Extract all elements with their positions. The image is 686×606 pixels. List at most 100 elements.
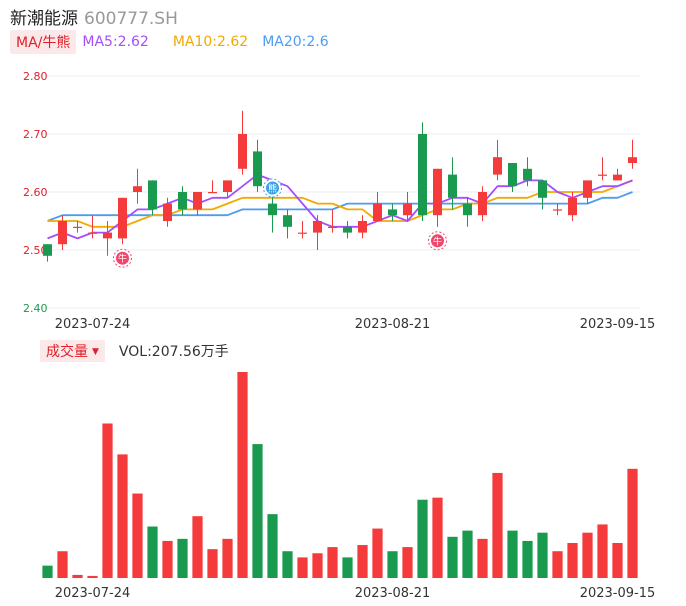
volume-bar: [357, 545, 368, 578]
volume-bar: [597, 524, 608, 578]
candle-body: [373, 203, 382, 221]
y-tick-label: 2.60: [23, 186, 48, 199]
volume-bar: [177, 538, 188, 578]
candle-body: [298, 232, 307, 234]
volume-bar: [462, 530, 473, 578]
candle-body: [178, 192, 187, 210]
volume-bar: [342, 557, 353, 578]
volume-bar: [57, 551, 68, 578]
candle-body: [598, 174, 607, 176]
candle-body: [253, 151, 262, 187]
marker-label: 熊: [268, 183, 277, 195]
volume-bar: [72, 574, 83, 578]
volume-bar: [327, 547, 338, 578]
volume-bar: [162, 540, 173, 578]
candle-body: [43, 244, 52, 256]
volume-bar: [582, 532, 593, 578]
volume-bar: [192, 516, 203, 578]
candle-body: [418, 134, 427, 216]
ma5-line: [47, 173, 633, 240]
candle-body: [463, 203, 472, 216]
candle-body: [508, 163, 517, 187]
candle-body: [73, 226, 82, 228]
candle-body: [118, 197, 127, 239]
ma-toggle-button[interactable]: MA/牛熊: [10, 30, 77, 54]
volume-bar: [207, 549, 218, 578]
candle-body: [538, 180, 547, 198]
x-tick-label: 2023-09-15: [580, 586, 656, 601]
ma5-label: MA5:2.62: [82, 34, 149, 50]
volume-value: VOL:207.56万手: [118, 344, 229, 360]
volume-bar: [267, 514, 278, 578]
y-tick-label: 2.80: [23, 70, 48, 83]
candle-body: [133, 186, 142, 192]
volume-bar: [237, 372, 248, 578]
marker-label: 牛: [118, 253, 127, 265]
candle-body: [88, 232, 97, 234]
volume-bar: [432, 497, 443, 578]
marker-label: 牛: [433, 235, 442, 247]
ma20-label: MA20:2.6: [262, 34, 329, 50]
volume-bar: [417, 499, 428, 578]
volume-legend: 成交量 ▼ VOL:207.56万手: [40, 340, 229, 362]
volume-bar: [87, 575, 98, 578]
stock-header: 新潮能源 600777.SH: [10, 4, 178, 29]
x-tick-label: 2023-08-21: [355, 317, 431, 332]
volume-bar: [222, 538, 233, 578]
volume-bar: [477, 538, 488, 578]
candle-body: [553, 209, 562, 211]
volume-bar: [552, 551, 563, 578]
candle-body: [193, 192, 202, 210]
candle-body: [358, 221, 367, 233]
candle-body: [268, 203, 277, 216]
bull-marker-icon: [116, 251, 129, 265]
volume-bar: [387, 551, 398, 578]
candle-body: [103, 232, 112, 239]
volume-bar: [297, 557, 308, 578]
x-tick-label: 2023-07-24: [55, 317, 131, 332]
candle-body: [613, 174, 622, 181]
candle-body: [148, 180, 157, 210]
bear-marker-icon: [266, 181, 279, 195]
y-tick-label: 2.40: [23, 302, 48, 315]
candle-body: [583, 180, 592, 198]
stock-name: 新潮能源: [10, 9, 78, 29]
volume-bar: [402, 547, 413, 578]
caret-down-icon: ▼: [92, 347, 99, 357]
volume-bar: [507, 530, 518, 578]
volume-bar: [447, 536, 458, 578]
candle-body: [163, 203, 172, 221]
candle-body: [208, 192, 217, 194]
candle-body: [238, 134, 247, 169]
volume-bar: [147, 526, 158, 578]
volume-toggle-label: 成交量: [46, 344, 88, 360]
y-tick-label: 2.50: [23, 244, 48, 257]
candle-body: [493, 157, 502, 175]
stock-code: 600777.SH: [84, 9, 178, 29]
volume-bar: [627, 468, 638, 578]
ma-legend: MA/牛熊 MA5:2.62 MA10:2.62 MA20:2.6: [10, 30, 329, 54]
candle-body: [568, 197, 577, 216]
volume-bar: [537, 532, 548, 578]
candle-body: [448, 174, 457, 198]
x-tick-label: 2023-07-24: [55, 586, 131, 601]
ma10-label: MA10:2.62: [172, 34, 249, 50]
volume-bar: [522, 540, 533, 578]
candle-body: [523, 168, 532, 181]
volume-bar: [42, 565, 53, 578]
volume-bar: [282, 551, 293, 578]
candle-body: [403, 203, 412, 216]
candle-body: [58, 221, 67, 245]
x-tick-label: 2023-09-15: [580, 317, 656, 332]
volume-toggle-button[interactable]: 成交量 ▼: [40, 340, 105, 362]
volume-bar: [372, 528, 383, 578]
ma10-line: [47, 179, 633, 228]
candle-body: [388, 209, 397, 216]
candle-body: [313, 221, 322, 233]
candle-body: [628, 157, 637, 163]
candle-body: [478, 192, 487, 216]
y-tick-label: 2.70: [23, 128, 48, 141]
x-tick-label: 2023-08-21: [355, 586, 431, 601]
volume-bar: [312, 553, 323, 578]
